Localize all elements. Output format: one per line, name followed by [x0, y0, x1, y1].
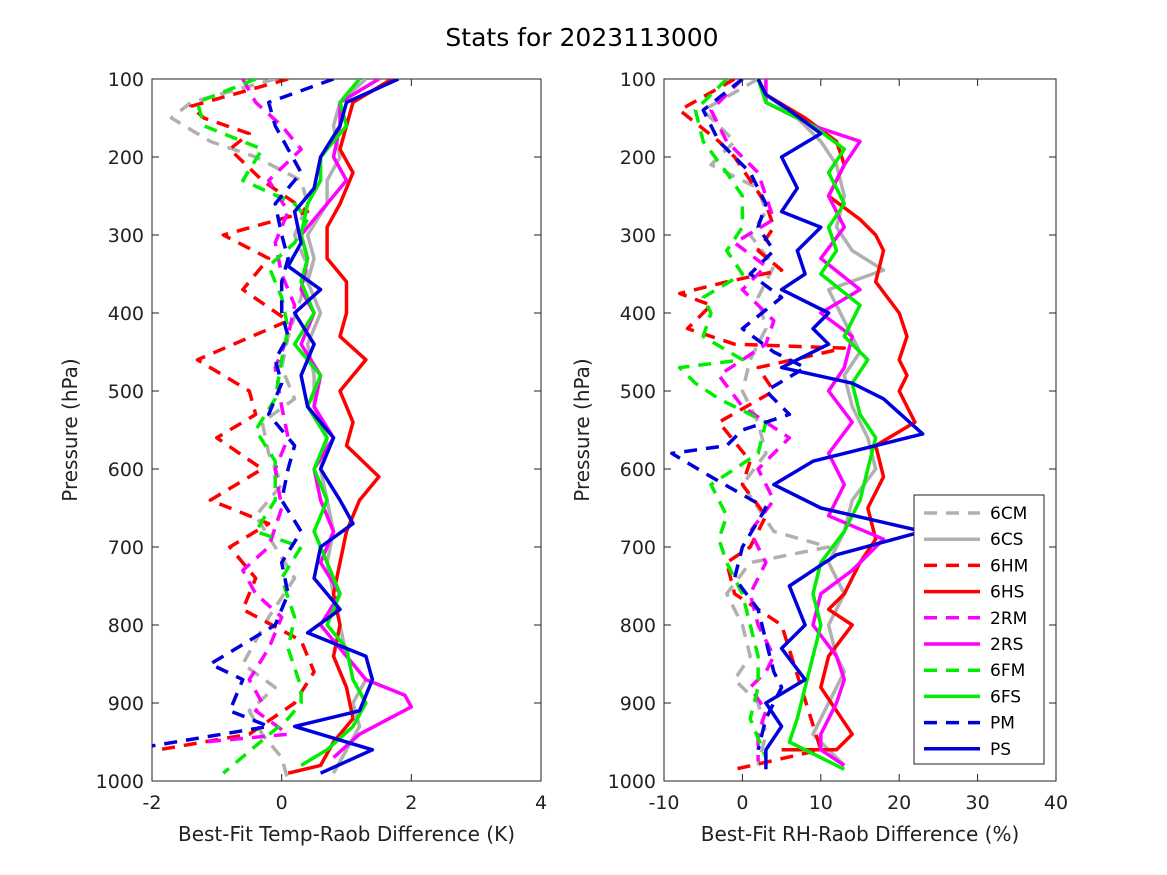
rh-xtick-label: -10 — [648, 792, 679, 814]
temp-ytick-label: 800 — [108, 615, 144, 637]
rh-ytick-label: 900 — [620, 693, 656, 715]
legend-label-6fm: 6FM — [990, 661, 1025, 681]
temp-ytick-label: 1000 — [96, 771, 144, 793]
rh-xlabel: Best-Fit RH-Raob Difference (%) — [701, 822, 1020, 846]
rh-xtick-label: 10 — [809, 792, 833, 814]
rh-ytick-label: 500 — [620, 381, 656, 403]
temp-series-group — [152, 79, 414, 781]
temp-ytick-label: 700 — [108, 537, 144, 559]
rh-ytick-label: 700 — [620, 537, 656, 559]
legend-label-6cm: 6CM — [990, 504, 1027, 524]
rh-ytick-label: 800 — [620, 615, 656, 637]
temp-ytick-label: 400 — [108, 303, 144, 325]
legend-label-2rm: 2RM — [990, 609, 1027, 629]
rh-xtick-label: 30 — [966, 792, 990, 814]
temp-xtick-label: -2 — [143, 792, 162, 814]
temp-ytick-label: 900 — [108, 693, 144, 715]
temp-xtick-label: 0 — [276, 792, 288, 814]
temp-series-6hs — [287, 79, 393, 775]
temp-ytick-label: 300 — [108, 225, 144, 247]
rh-ytick-label: 100 — [620, 69, 656, 91]
temp-series-pm — [152, 79, 335, 748]
legend-label-6hm: 6HM — [990, 556, 1028, 576]
temp-ylabel: Pressure (hPa) — [58, 358, 82, 501]
rh-ytick-label: 300 — [620, 225, 656, 247]
legend-label-2rs: 2RS — [990, 635, 1023, 655]
legend-label-6fs: 6FS — [990, 687, 1021, 707]
rh-ylabel: Pressure (hPa) — [570, 358, 594, 501]
rh-series-6cm — [701, 79, 831, 766]
legend-label-pm: PM — [990, 714, 1015, 734]
rh-series-2rm — [709, 79, 792, 762]
rh-series-6hm — [677, 79, 847, 772]
figure-title: Stats for 2023113000 — [445, 23, 718, 52]
temp-ytick-label: 200 — [108, 147, 144, 169]
legend-label-ps: PS — [990, 740, 1011, 760]
temp-ytick-label: 600 — [108, 459, 144, 481]
temp-axes-box — [151, 78, 542, 782]
temp-ytick-label: 100 — [108, 69, 144, 91]
rh-ytick-label: 200 — [620, 147, 656, 169]
rh-ytick-label: 400 — [620, 303, 656, 325]
temp-series-6fs — [292, 79, 368, 767]
temp-series-2rm — [203, 79, 303, 744]
rh-series-pm — [670, 79, 807, 751]
temp-xlabel: Best-Fit Temp-Raob Difference (K) — [178, 822, 515, 846]
legend: 6CM 6CS 6HM 6HS 2RM 2RS 6FM 6FS PM PS — [913, 494, 1045, 765]
temp-xtick-label: 2 — [405, 792, 417, 814]
temp-panel: -2 0 2 4 100 200 300 400 500 600 700 800 900 1000 Best… — [58, 69, 547, 846]
temp-series-2rs — [299, 79, 414, 759]
rh-series-ps — [756, 79, 925, 770]
rh-series-2rs — [764, 79, 886, 767]
legend-label-6cs: 6CS — [990, 530, 1023, 550]
rh-series-6cs — [764, 79, 886, 767]
rh-xtick-label: 20 — [887, 792, 911, 814]
temp-series-ps — [286, 79, 400, 775]
rh-series-6fs — [756, 79, 878, 771]
rh-ytick-label: 600 — [620, 459, 656, 481]
rh-series-group — [670, 79, 925, 772]
temp-xtick-label: 4 — [535, 792, 547, 814]
legend-label-6hs: 6HS — [990, 583, 1024, 603]
rh-xtick-label: 40 — [1044, 792, 1068, 814]
rh-series-6fm — [677, 79, 768, 759]
temp-series-6fm — [195, 79, 310, 775]
rh-ytick-label: 1000 — [608, 771, 656, 793]
rh-xtick-label: 0 — [736, 792, 748, 814]
temp-ytick-label: 500 — [108, 381, 144, 403]
temp-series-6cm — [169, 79, 310, 781]
